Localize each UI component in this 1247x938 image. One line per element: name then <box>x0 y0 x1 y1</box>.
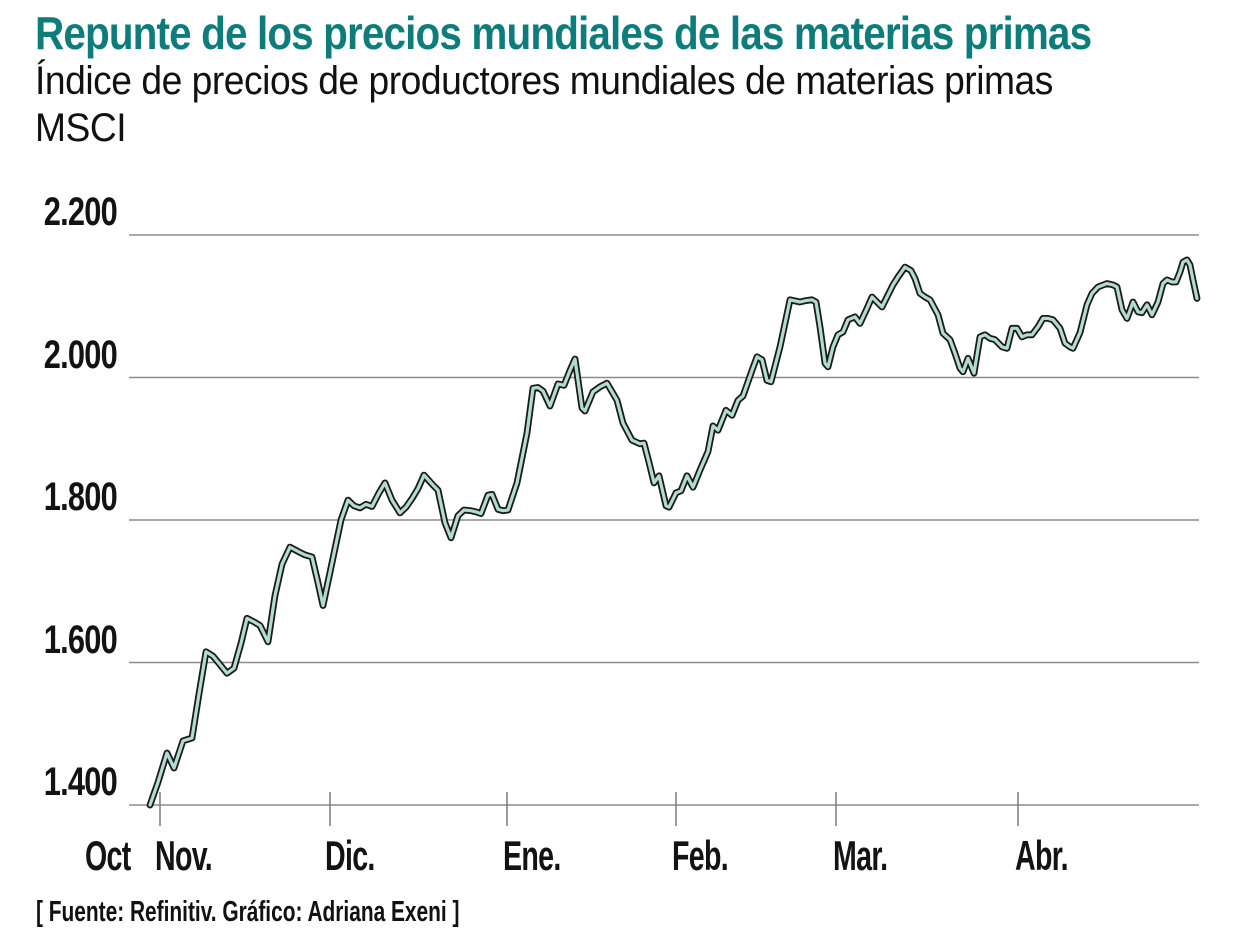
x-axis-label: Ene. <box>503 832 561 879</box>
x-axis-label: Abr. <box>1015 832 1069 879</box>
page-title: Repunte de los precios mundiales de las … <box>35 7 1092 59</box>
y-axis-label: 1.600 <box>43 617 118 662</box>
source-credit: [ Fuente: Refinitiv. Gráfico: Adriana Ex… <box>36 896 460 928</box>
y-axis-label: 1.400 <box>43 760 118 804</box>
y-axis-label: 2.000 <box>43 332 118 377</box>
x-axis-label-oct: Oct <box>85 832 131 879</box>
x-axis-label: Mar. <box>833 832 888 879</box>
price-line-outline <box>146 256 1201 809</box>
x-axis-label: Nov. <box>155 832 213 879</box>
chart-subtitle-line1: Índice de precios de productores mundial… <box>35 59 1053 103</box>
x-axis-label: Feb. <box>672 832 729 879</box>
y-axis-label: 1.800 <box>43 475 118 519</box>
chart-subtitle: Índice de precios de productores mundial… <box>35 58 1053 152</box>
price-line <box>148 258 1199 807</box>
x-axis-label: Dic. <box>325 832 375 879</box>
y-axis-label: 2.200 <box>43 190 118 234</box>
chart-subtitle-line2: MSCI <box>35 106 127 150</box>
